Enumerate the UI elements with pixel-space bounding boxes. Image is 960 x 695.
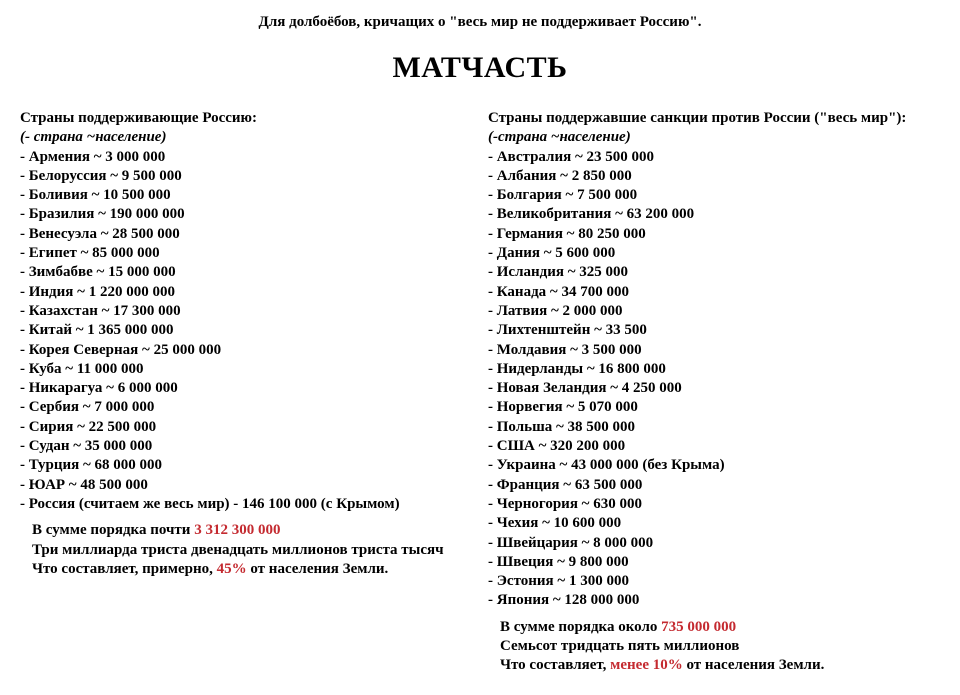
supporters-subtitle: (- страна ~население) (20, 129, 167, 146)
list-item: - Эстония ~ 1 300 000 (488, 573, 629, 590)
list-item: - Черногория ~ 630 000 (488, 495, 642, 512)
supporters-summary-line-1: В сумме порядка почти 3 312 300 000 (32, 521, 488, 540)
list-item: - Лихтенштейн ~ 33 500 (488, 322, 647, 339)
sanctions-percent-suffix: от населения Земли. (682, 657, 825, 674)
sanctions-total-words: Семьсот тридцать пять миллионов (500, 638, 740, 655)
sanctions-total-label: В сумме порядка около (500, 618, 662, 635)
list-item: - Казахстан ~ 17 300 000 (20, 302, 181, 319)
sanctions-list: - Австралия ~ 23 500 000 - Албания ~ 2 85… (488, 148, 960, 611)
sanctions-subtitle: (-страна ~население) (488, 129, 631, 146)
sanctions-heading: Страны поддержавшие санкции против Росси… (488, 110, 907, 126)
sanctions-column: Страны поддержавшие санкции против Росси… (488, 109, 960, 676)
supporters-total-number: 3 312 300 000 (194, 522, 281, 539)
list-item: - Исландия ~ 325 000 (488, 264, 629, 281)
list-item: - Молдавия ~ 3 500 000 (488, 341, 642, 358)
sanctions-percent-value: менее 10% (610, 657, 683, 674)
list-item: - Индия ~ 1 220 000 000 (20, 283, 175, 300)
supporters-column: Страны поддерживающие Россию: (- страна … (20, 109, 488, 676)
list-item: - Япония ~ 128 000 000 (488, 592, 640, 609)
list-item: - Никарагуа ~ 6 000 000 (20, 380, 178, 397)
list-item: - Бразилия ~ 190 000 000 (20, 206, 185, 223)
list-item: - Боливия ~ 10 500 000 (20, 187, 171, 204)
list-item: - Латвия ~ 2 000 000 (488, 302, 623, 319)
supporters-percent-value: 45% (216, 560, 247, 577)
list-item: - Великобритания ~ 63 200 000 (488, 206, 695, 223)
list-item: - Украина ~ 43 000 000 (без Крыма) (488, 457, 725, 474)
list-item: - Египет ~ 85 000 000 (20, 245, 160, 262)
list-item: - Нидерланды ~ 16 800 000 (488, 360, 666, 377)
sanctions-summary-line-1: В сумме порядка около 735 000 000 (500, 618, 960, 637)
top-note: Для долбоёбов, кричащих о "весь мир не п… (258, 14, 702, 30)
list-item: - Белоруссия ~ 9 500 000 (20, 167, 182, 184)
sanctions-percent-label: Что составляет, (500, 657, 611, 674)
supporters-total-words: Три миллиарда триста двенадцать миллионо… (32, 541, 444, 558)
columns-container: Страны поддерживающие Россию: (- страна … (0, 109, 960, 676)
list-item: - Сербия ~ 7 000 000 (20, 399, 155, 416)
list-item: - Сирия ~ 22 500 000 (20, 418, 157, 435)
supporters-heading: Страны поддерживающие Россию: (20, 110, 258, 126)
list-item: - Судан ~ 35 000 000 (20, 438, 153, 455)
list-item: - Болгария ~ 7 500 000 (488, 187, 638, 204)
list-item: - Армения ~ 3 000 000 (20, 148, 166, 165)
supporters-summary-line-3: Что составляет, примерно, 45% от населен… (32, 560, 488, 579)
list-item: - Корея Северная ~ 25 000 000 (20, 341, 222, 358)
list-item: - Норвегия ~ 5 070 000 (488, 399, 638, 416)
sanctions-summary-line-3: Что составляет, менее 10% от населения З… (500, 656, 960, 675)
list-item: - Швейцария ~ 8 000 000 (488, 534, 654, 551)
list-item: - Албания ~ 2 850 000 (488, 167, 632, 184)
list-item: - Канада ~ 34 700 000 (488, 283, 629, 300)
supporters-list: - Армения ~ 3 000 000 - Белоруссия ~ 9 50… (20, 148, 488, 515)
sanctions-summary: В сумме порядка около 735 000 000 Семьсо… (488, 618, 960, 676)
list-item: - Франция ~ 63 500 000 (488, 476, 643, 493)
list-item: - Зимбабве ~ 15 000 000 (20, 264, 176, 281)
matchast-document: Для долбоёбов, кричащих о "весь мир не п… (0, 14, 960, 676)
list-item: - Австралия ~ 23 500 000 (488, 148, 655, 165)
list-item: - США ~ 320 200 000 (488, 438, 626, 455)
list-item: - Польша ~ 38 500 000 (488, 418, 636, 435)
supporters-summary: В сумме порядка почти 3 312 300 000 Три … (20, 521, 488, 579)
supporters-percent-suffix: от населения Земли. (246, 560, 389, 577)
list-item: - Дания ~ 5 600 000 (488, 245, 616, 262)
list-item: - Германия ~ 80 250 000 (488, 225, 646, 242)
supporters-percent-label: Что составляет, примерно, (32, 560, 217, 577)
list-item: - Куба ~ 11 000 000 (20, 360, 144, 377)
list-item: - Китай ~ 1 365 000 000 (20, 322, 174, 339)
list-item: - Швеция ~ 9 800 000 (488, 553, 629, 570)
sanctions-total-number: 735 000 000 (661, 618, 737, 635)
list-item: - Россия (считаем же весь мир) - 146 100… (20, 495, 400, 512)
list-item: - Чехия ~ 10 600 000 (488, 515, 622, 532)
list-item: - Венесуэла ~ 28 500 000 (20, 225, 180, 242)
list-item: - Турция ~ 68 000 000 (20, 457, 163, 474)
list-item: - Новая Зеландия ~ 4 250 000 (488, 380, 682, 397)
page-title: МАТЧАСТЬ (392, 51, 568, 84)
list-item: - ЮАР ~ 48 500 000 (20, 476, 148, 493)
supporters-total-label: В сумме порядка почти (32, 522, 195, 539)
